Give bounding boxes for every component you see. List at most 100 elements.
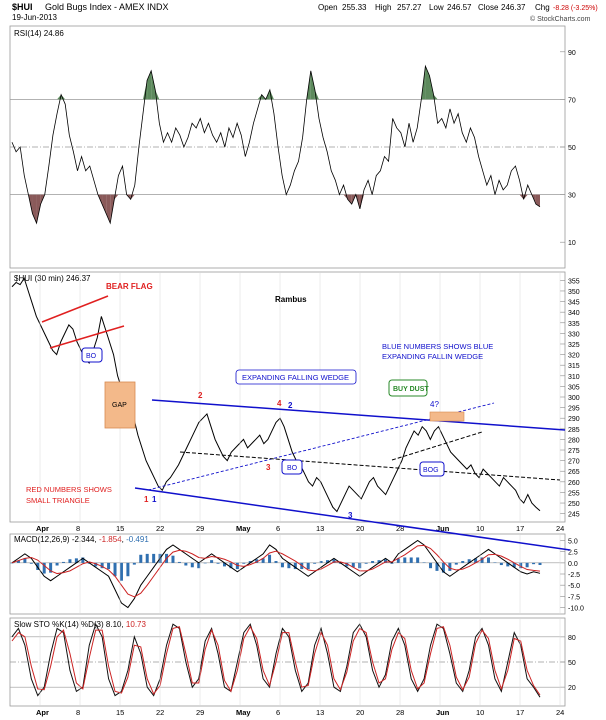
y-tick-label: -5.0 (568, 583, 580, 590)
y-tick-label: 280 (568, 437, 580, 444)
bear-flag-lower (49, 325, 125, 349)
triangle-lower (179, 451, 561, 481)
y-tick-label: -2.5 (568, 572, 580, 579)
macd-hist-bar (49, 562, 53, 573)
macd-hist-bar (113, 562, 117, 577)
rsi-oversold-fill (347, 194, 352, 205)
y-tick-label: 0.0 (568, 561, 578, 568)
y-tick-label: 310 (568, 374, 580, 381)
x-tick-label: 20 (356, 524, 364, 533)
rsi-overbought-fill (142, 80, 148, 100)
x-tick-label: 13 (316, 524, 324, 533)
y-tick-label: 300 (568, 395, 580, 402)
x-axis-layer: AprApr88151522222929MayMay66131320202828… (36, 272, 564, 717)
macd-hist-bar (29, 562, 33, 564)
x-tick-label: Jun (436, 524, 450, 533)
svg-text:MACD(12,26,9) -2.344, -1.854,: MACD(12,26,9) -2.344, -1.854, -0.491 (14, 535, 149, 544)
macd-hist-bar (268, 554, 272, 563)
red-number-3: 3 (266, 463, 271, 472)
rsi-line (11, 64, 541, 225)
y-tick-label: -7.5 (568, 594, 580, 601)
four-q: 4? (430, 400, 439, 409)
macd-hist-bar (332, 559, 336, 563)
price-line (11, 277, 541, 513)
x-tick-label: 29 (196, 708, 204, 717)
sto-d-line (11, 625, 541, 696)
y-tick-label: 350 (568, 289, 580, 296)
x-tick-label: May (236, 524, 251, 533)
gap-label: GAP (112, 402, 127, 409)
rsi-overbought-fill (61, 94, 66, 100)
y-tick-label: 5.0 (568, 538, 578, 545)
macd-hist-bar (42, 562, 46, 574)
y-tick-label: 295 (568, 406, 580, 413)
x-tick-label: Apr (36, 708, 49, 717)
macd-hist-bar (94, 562, 98, 567)
macd-hist-bar (403, 557, 407, 563)
macd-hist-bar (358, 562, 362, 569)
y-tick-label: 320 (568, 353, 580, 360)
macd-line (11, 539, 541, 609)
macd-hist-bar (396, 558, 400, 563)
x-tick-label: 17 (516, 524, 524, 533)
price-panel (9, 271, 566, 523)
macd-hist-bar (10, 562, 14, 564)
macd-hist-bar (152, 553, 156, 563)
macd-hist-bar (197, 562, 201, 569)
bear-flag-label: BEAR FLAG (106, 282, 153, 291)
y-tick-label: 335 (568, 321, 580, 328)
macd-hist-bar (248, 561, 252, 563)
macd-hist-bar (525, 562, 529, 568)
y-tick-label: 285 (568, 427, 580, 434)
wedge-lower (134, 487, 571, 551)
macd-hist-bar (441, 562, 445, 573)
x-tick-label: 29 (196, 524, 204, 533)
x-tick-label: 22 (156, 708, 164, 717)
macd-hist-bar (474, 558, 478, 563)
macd-hist-bar (364, 562, 368, 564)
header-symbol: $HUI (12, 2, 33, 12)
macd-hist-bar (280, 562, 284, 568)
macd-hist-bar (177, 561, 181, 563)
bo2-label: BO (287, 465, 298, 472)
macd-hist-bar (371, 561, 375, 563)
x-tick-label: 22 (156, 524, 164, 533)
close-value: 246.37 (501, 3, 526, 12)
y-tick-label: 245 (568, 512, 580, 519)
y-tick-label: 315 (568, 363, 580, 370)
header-ohlc: Open 255.33 High 257.27 Low 246.57 Close… (318, 3, 598, 12)
y-tick-label: 80 (568, 635, 576, 642)
annotations: BEAR FLAG BO GAP EXPANDING FALLING WEDGE… (26, 282, 571, 551)
macd-hist-bar (255, 559, 259, 563)
y-tick-label: 250 (568, 501, 580, 508)
y-tick-label: 70 (568, 97, 576, 104)
macd-hist-bar (448, 562, 452, 571)
bog-box (419, 461, 445, 477)
y-tick-label: 90 (568, 50, 576, 57)
y-tick-label: 355 (568, 278, 580, 285)
bo1-box (81, 347, 103, 363)
macd-hist-bar (107, 562, 111, 570)
y-tick-label: 325 (568, 342, 580, 349)
rsi-layer: 10 30 50 70 90 (10, 50, 576, 247)
gap-box (104, 381, 136, 429)
macd-hist-bar (74, 558, 78, 563)
blue-number-2: 2 (288, 401, 293, 410)
rsi-overbought-fill (310, 70, 315, 100)
y-tick-label: 30 (568, 193, 576, 200)
macd-hist-bar (216, 562, 220, 564)
open-value: 255.33 (342, 3, 367, 12)
macd-hist-bar (480, 557, 484, 563)
x-tick-label: 8 (76, 524, 80, 533)
macd-hist-bar (287, 562, 291, 569)
red-note-2: SMALL TRIANGLE (26, 496, 90, 505)
sto-layer: 20 50 80 (10, 622, 576, 698)
macd-hist-bar (119, 562, 123, 581)
macd-hist-bar (100, 562, 104, 569)
red-number-2: 2 (198, 391, 203, 400)
macd-hist-bar (139, 554, 143, 563)
y-tick-label: 10 (568, 240, 576, 247)
macd-hist-bar (261, 558, 265, 563)
y-tick-label: 50 (568, 145, 576, 152)
bog-label: BOG (423, 467, 439, 474)
